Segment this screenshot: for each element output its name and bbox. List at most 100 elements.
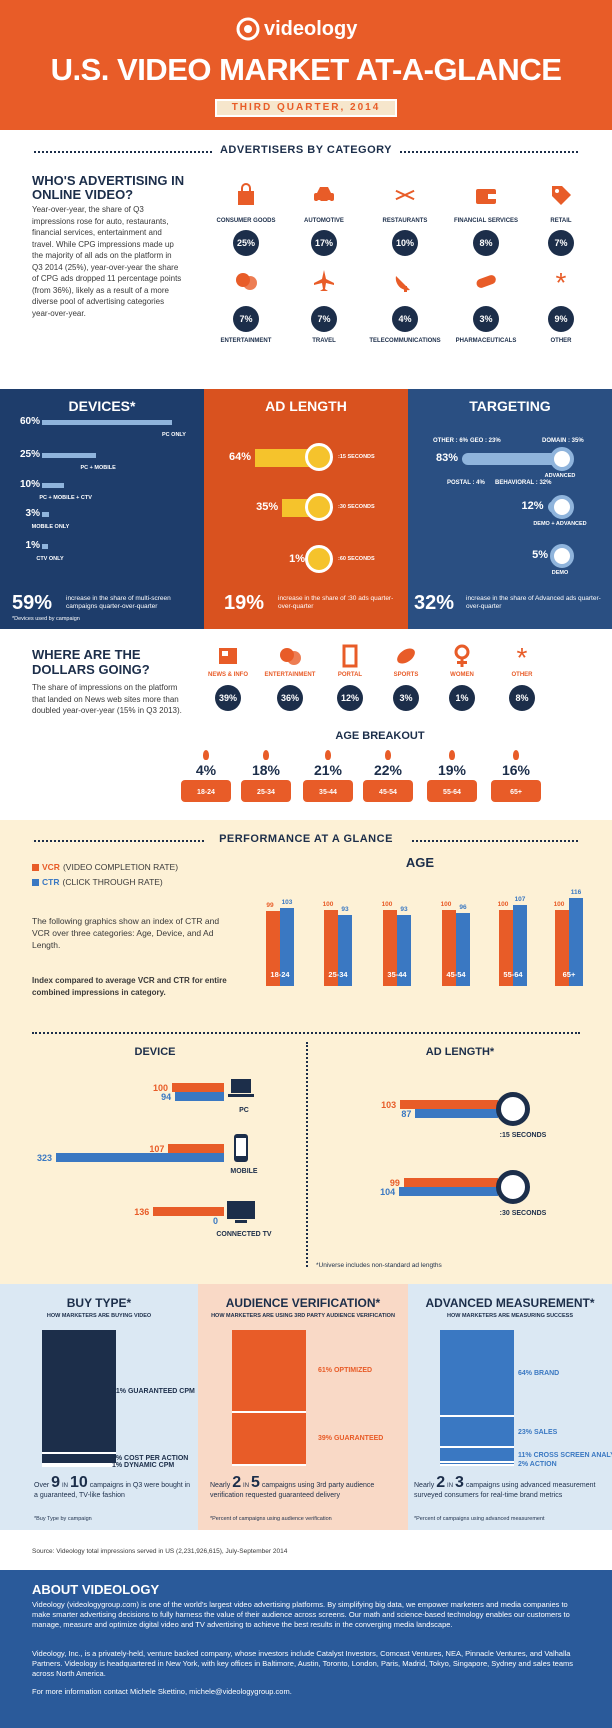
- age-vcr-bar: [499, 910, 513, 986]
- age-category-label: 45-54: [446, 970, 466, 979]
- pc-icon: [226, 1073, 256, 1103]
- adlength-label: :15 SECONDS: [338, 454, 375, 460]
- device-vcr-bar: [153, 1207, 224, 1216]
- device-label: PC + MOBILE + CTV: [39, 495, 92, 501]
- legend-ctr-swatch: [32, 878, 39, 886]
- device-pct: 1%: [25, 540, 40, 551]
- device-ctr-bar: [175, 1092, 224, 1101]
- vertical-divider: [306, 1042, 308, 1267]
- age-vcr-bar: [383, 910, 397, 986]
- age-cake: 55-64: [427, 780, 477, 802]
- category-value: 7%: [233, 306, 259, 332]
- page-subtitle: THIRD QUARTER, 2014: [215, 99, 397, 117]
- device-category-label: MOBILE: [230, 1168, 258, 1175]
- age-vcr-value: 100: [381, 901, 393, 908]
- about-p2: Videology, Inc., is a privately-held, ve…: [32, 1649, 573, 1678]
- adlength-pct: 35%: [256, 501, 279, 513]
- performance-note: *Universe includes non-standard ad lengt…: [316, 1262, 442, 1269]
- age-pct: 22%: [373, 762, 403, 778]
- callout-n2: 3: [455, 1474, 464, 1491]
- age-cake: 18-24: [181, 780, 231, 802]
- device-bar: [42, 453, 97, 458]
- device-bar: [42, 420, 172, 425]
- device-pct: 10%: [19, 479, 40, 490]
- connected-tv-icon: [226, 1197, 256, 1227]
- divider: [400, 151, 578, 153]
- advertisers-section-title: ADVERTISERS BY CATEGORY: [219, 144, 393, 156]
- dollars-icon: *: [509, 642, 535, 673]
- devices-title: DEVICES*: [68, 398, 136, 414]
- targeting-behavioral-label: BEHAVIORAL : 32%: [495, 480, 552, 486]
- header-banner: videology U.S. VIDEO MARKET AT-A-GLANCE …: [0, 0, 612, 130]
- adlength-stat-text: increase in the share of :30 ads quarter…: [278, 595, 394, 610]
- category-icon: [311, 182, 337, 208]
- device-label: CTV ONLY: [36, 556, 64, 562]
- callout-n1: 9: [51, 1474, 61, 1491]
- callout-post: campaigns using 3rd party audience verif…: [210, 1482, 375, 1499]
- device-pct: 25%: [19, 449, 40, 460]
- dollars-label: SPORTS: [393, 672, 419, 678]
- stack-label: 61% OPTIMIZED: [318, 1367, 373, 1375]
- stack-segment: [440, 1448, 514, 1464]
- stack-label: 2% ACTION: [518, 1460, 557, 1468]
- category-value: 3%: [473, 306, 499, 332]
- stack-segment: [232, 1412, 306, 1466]
- door-icon: [342, 644, 358, 668]
- about-panel: [0, 1570, 612, 1728]
- dollars-label: OTHER: [511, 672, 533, 678]
- age-category-label: 55-64: [503, 970, 523, 979]
- adlength-pct: 1%: [289, 553, 305, 565]
- category-label: PHARMACEUTICALS: [455, 338, 517, 344]
- device-ctr-value: 0: [212, 1216, 218, 1226]
- category-icon: [548, 182, 574, 208]
- age-cake: 35-44: [303, 780, 353, 802]
- age-cake: 45-54: [363, 780, 413, 802]
- device-category-label: PC: [239, 1107, 249, 1114]
- dollars-icon: [215, 643, 241, 669]
- measurement-callout: Nearly 2 IN 3 campaigns using advanced m…: [414, 1475, 604, 1500]
- legend-vcr-text: (VIDEO COMPLETION RATE): [62, 862, 179, 872]
- callout-post: campaigns in Q3 were bought in a guarant…: [34, 1482, 191, 1499]
- stack-segment: [42, 1464, 116, 1467]
- category-icon: *: [548, 267, 574, 298]
- category-label: FINANCIAL SERVICES: [453, 218, 519, 224]
- target-icon: [550, 447, 574, 471]
- adlen-category-label: :30 SECONDS: [499, 1210, 547, 1217]
- target-icon: [550, 544, 574, 568]
- callout-n2: 5: [251, 1474, 260, 1491]
- targeting-stat: 32%: [414, 592, 455, 614]
- satellite-dish-icon: [395, 276, 410, 292]
- dollars-value: 39%: [215, 685, 241, 711]
- airplane-icon: [314, 270, 334, 291]
- about-title: ABOUT VIDEOLOGY: [32, 1582, 160, 1597]
- category-label: AUTOMOTIVE: [304, 218, 344, 224]
- stack-label: 11% CROSS SCREEN ANALYSIS: [518, 1451, 612, 1459]
- dollars-value: 8%: [509, 685, 535, 711]
- adlength-pct: 64%: [228, 451, 251, 463]
- legend-vcr: VCR (VIDEO COMPLETION RATE): [32, 862, 178, 872]
- svg-text:*: *: [517, 643, 528, 669]
- divider: [32, 1032, 580, 1034]
- stack-segment: [440, 1463, 514, 1466]
- svg-text:*: *: [556, 268, 567, 294]
- measurement-subtitle: HOW MARKETERS ARE MEASURING SUCCESS: [447, 1313, 573, 1319]
- targeting-label: DEMO: [551, 570, 569, 576]
- dollars-value: 36%: [277, 685, 303, 711]
- audience-title: AUDIENCE VERIFICATION*: [225, 1296, 381, 1310]
- age-breakout-title: AGE BREAKOUT: [335, 730, 425, 742]
- adlength-chart-title: AD LENGTH*: [425, 1046, 495, 1058]
- callout-in: IN: [447, 1483, 454, 1489]
- stack-label: 23% SALES: [518, 1428, 558, 1436]
- adlen-category-label: :15 SECONDS: [499, 1132, 547, 1139]
- dollars-body: The share of impressions on the platform…: [32, 683, 182, 715]
- adlen-ctr-bar: [399, 1187, 498, 1196]
- age-ctr-bar: [280, 907, 294, 986]
- dollars-heading: WHERE ARE THE DOLLARS GOING?: [32, 647, 150, 677]
- category-icon: [311, 268, 337, 294]
- adlength-label: :30 SECONDS: [338, 504, 375, 510]
- age-ctr-bar: [338, 915, 352, 986]
- stack-label: 39% GUARANTEED: [318, 1435, 384, 1443]
- targeting-postal-label: POSTAL : 4%: [447, 480, 485, 486]
- devices-footnote: *Devices used by campaign: [12, 616, 80, 622]
